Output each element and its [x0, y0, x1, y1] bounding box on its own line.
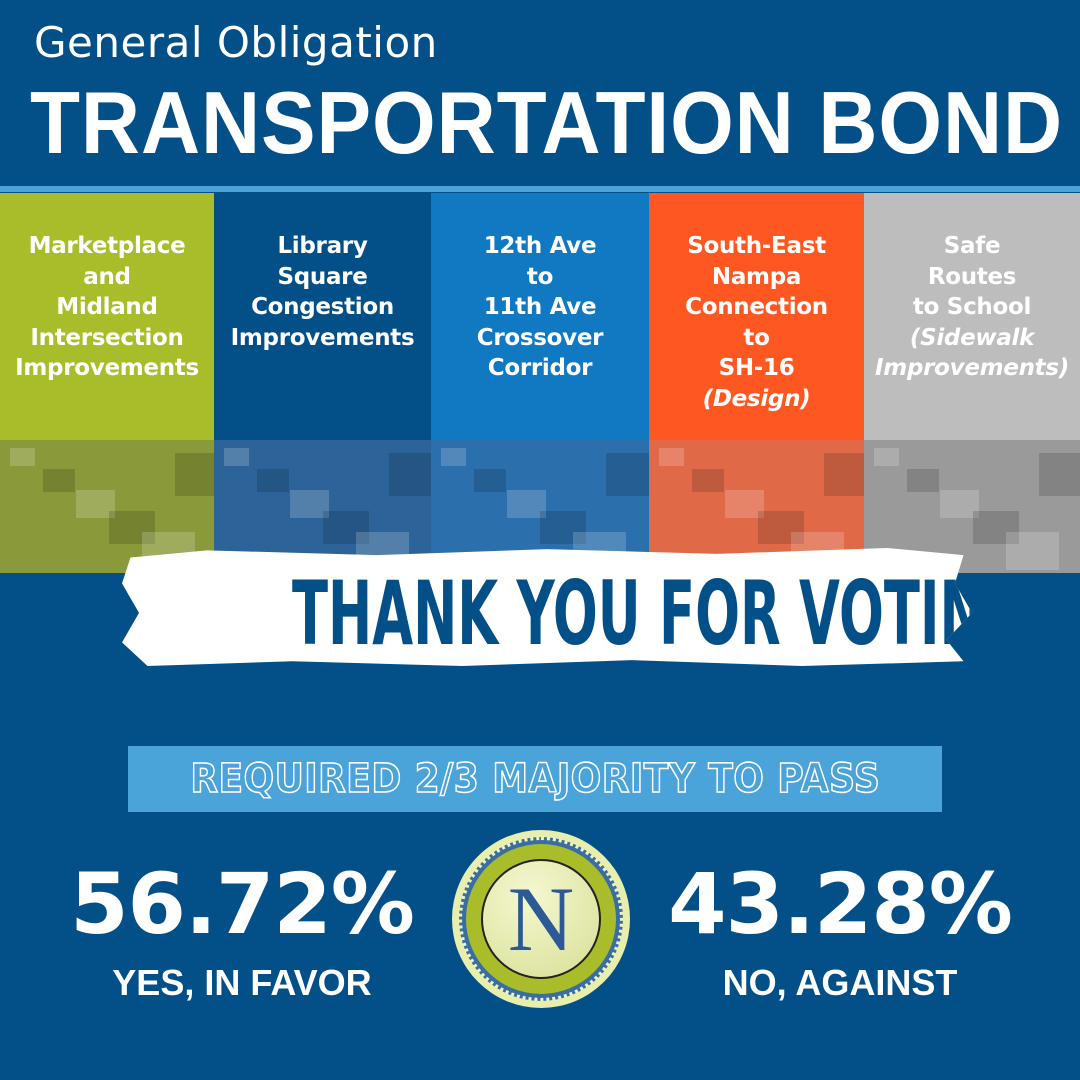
- project-photo: [0, 440, 214, 573]
- project-column: 12th Ave to 11th Ave Crossover Corridor: [431, 193, 649, 573]
- thank-you-text: THANK YOU FOR VOTING: [292, 562, 1028, 665]
- requirement-bar: REQUIRED 2/3 MAJORITY TO PASS: [128, 746, 942, 812]
- project-title-line: to: [743, 324, 770, 351]
- seal-letter: N: [481, 859, 601, 979]
- yes-label: YES, IN FAVOR: [112, 962, 372, 1003]
- no-percent: 43.28%: [668, 855, 1013, 953]
- divider: [0, 186, 1080, 192]
- project-title-line: Square: [277, 263, 368, 290]
- city-seal-logo: N: [452, 830, 630, 1008]
- project-title-line: Corridor: [487, 355, 593, 381]
- project-title-line: Improvements: [230, 324, 415, 351]
- project-note-line: Improvements): [875, 355, 1069, 381]
- project-title-line: and: [83, 263, 131, 290]
- project-title-line: to: [526, 263, 554, 290]
- requirement-text: REQUIRED 2/3 MAJORITY TO PASS: [189, 755, 880, 803]
- project-note-line: (Sidewalk: [909, 324, 1035, 351]
- project-title: Library Square Congestion Improvements: [214, 193, 431, 440]
- project-photo: [431, 440, 649, 573]
- project-photo: [214, 440, 431, 573]
- project-title-line: Safe: [943, 233, 1001, 259]
- yes-percent: 56.72%: [70, 855, 415, 953]
- no-label: NO, AGAINST: [722, 962, 958, 1003]
- project-title: 12th Ave to 11th Ave Crossover Corridor: [431, 193, 649, 440]
- project-title-line: Intersection: [30, 324, 184, 351]
- project-title-line: Improvements: [15, 355, 199, 381]
- project-title-line: Crossover: [476, 324, 604, 351]
- project-title: South-East Nampa Connection to SH-16 (Design): [649, 193, 864, 440]
- header-title: TRANSPORTATION BOND: [30, 73, 1064, 172]
- project-title-line: Routes: [927, 263, 1017, 290]
- project-column: Library Square Congestion Improvements: [214, 193, 431, 573]
- project-title-line: Midland: [56, 294, 158, 320]
- project-title-line: South-East: [687, 233, 826, 259]
- project-title-line: Nampa: [711, 263, 802, 290]
- header-subtitle: General Obligation: [34, 18, 438, 67]
- project-title: Safe Routes to School (Sidewalk Improvements…: [864, 193, 1080, 440]
- project-column: South-East Nampa Connection to SH-16 (Design): [649, 193, 864, 573]
- project-title-line: to School: [912, 294, 1032, 320]
- project-title-line: Connection: [685, 294, 828, 320]
- project-title-line: 11th Ave: [483, 294, 597, 320]
- project-title-line: Library: [277, 233, 368, 259]
- project-title-line: Congestion: [251, 294, 394, 320]
- project-title-line: Marketplace: [28, 233, 186, 259]
- project-title-line: 12th Ave: [483, 233, 597, 259]
- project-column: Safe Routes to School (Sidewalk Improvements…: [864, 193, 1080, 573]
- project-note-line: (Design): [702, 385, 811, 412]
- project-photo: [864, 440, 1080, 573]
- project-title-line: SH-16: [718, 355, 795, 381]
- thank-you-banner: THANK YOU FOR VOTING: [122, 548, 972, 666]
- project-title: Marketplace and Midland Intersection Improve…: [0, 193, 214, 440]
- project-column: Marketplace and Midland Intersection Improve…: [0, 193, 214, 573]
